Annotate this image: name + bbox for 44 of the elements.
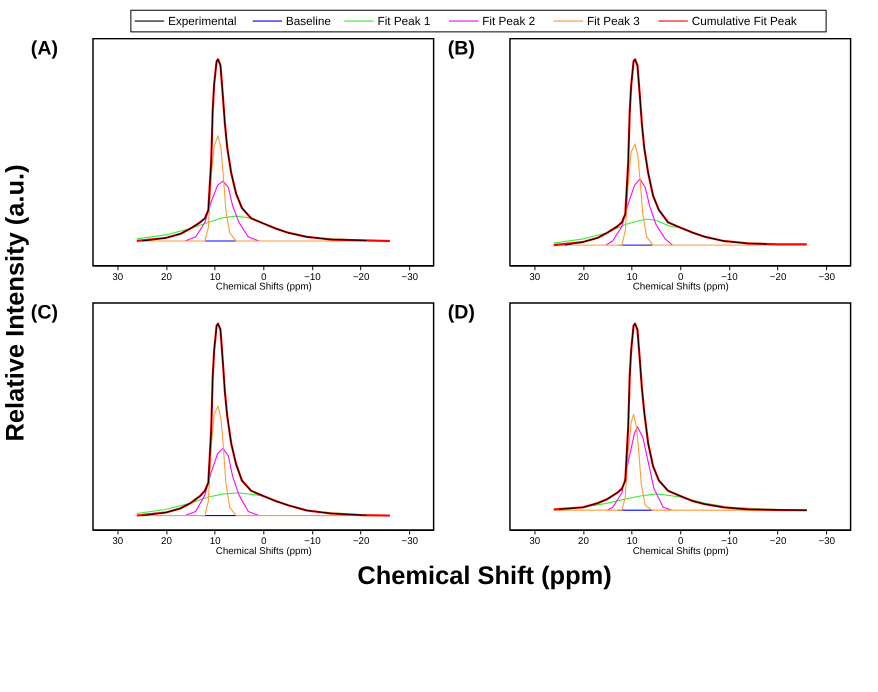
x-tick-label: −10 xyxy=(304,272,322,283)
x-tick-label: −10 xyxy=(721,536,738,548)
x-tick-label: 20 xyxy=(578,536,590,548)
x-axis-title: Chemical Shifts (ppm) xyxy=(632,282,729,293)
x-tick-label: 30 xyxy=(112,272,124,283)
legend-label: Fit Peak 1 xyxy=(378,14,430,28)
x-tick-label: −30 xyxy=(401,272,419,283)
x-tick-label: 10 xyxy=(626,272,638,283)
chart-title: (B) xyxy=(448,37,475,60)
x-axis-title: Chemical Shifts (ppm) xyxy=(216,546,312,558)
x-tick-label: −10 xyxy=(304,536,322,548)
x-tick-label: 30 xyxy=(529,272,541,283)
legend-label: Experimental xyxy=(168,14,237,28)
chart-title: (A) xyxy=(30,37,58,60)
chart-title: (C) xyxy=(30,302,58,324)
legend-label: Fit Peak 2 xyxy=(482,14,536,28)
text: Chemical Shift (ppm) xyxy=(357,562,612,590)
x-tick-label: −10 xyxy=(721,272,738,283)
x-tick-label: −30 xyxy=(818,536,836,548)
x-tick-label: 0 xyxy=(261,536,268,548)
text: Relative Intensity (a.u.) xyxy=(1,164,30,442)
x-tick-label: −30 xyxy=(818,272,836,283)
x-axis-title: Chemical Shifts (ppm) xyxy=(216,282,312,293)
legend-label: Baseline xyxy=(286,14,331,28)
x-tick-label: 20 xyxy=(161,536,172,548)
x-tick-label: 30 xyxy=(529,536,541,548)
x-tick-label: −30 xyxy=(401,536,419,548)
legend-label: Cumulative Fit Peak xyxy=(692,14,797,28)
x-tick-label: 20 xyxy=(578,272,590,283)
x-tick-label: 10 xyxy=(210,536,222,548)
x-tick-label: 10 xyxy=(626,536,638,548)
x-tick-label: 0 xyxy=(678,536,684,548)
chart-title: (D) xyxy=(448,302,475,324)
x-tick-label: −20 xyxy=(770,536,787,548)
x-tick-label: −20 xyxy=(352,272,370,283)
x-tick-label: −20 xyxy=(770,272,787,283)
x-tick-label: 0 xyxy=(261,272,268,283)
x-tick-label: 20 xyxy=(161,272,172,283)
x-tick-label: −20 xyxy=(352,536,370,548)
x-axis-title: Chemical Shifts (ppm) xyxy=(632,546,729,558)
x-tick-label: 10 xyxy=(210,272,222,283)
legend-label: Fit Peak 3 xyxy=(586,14,640,28)
x-tick-label: 30 xyxy=(112,536,124,548)
x-tick-label: 0 xyxy=(678,272,684,283)
